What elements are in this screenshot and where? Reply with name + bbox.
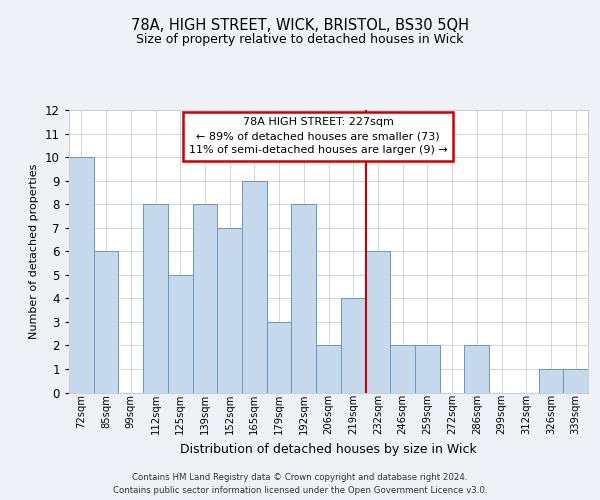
Bar (292, 204, 316, 392)
Text: Size of property relative to detached houses in Wick: Size of property relative to detached ho… (136, 32, 464, 46)
Text: 78A, HIGH STREET, WICK, BRISTOL, BS30 5QH: 78A, HIGH STREET, WICK, BRISTOL, BS30 5Q… (131, 18, 469, 32)
Bar (143, 204, 168, 392)
X-axis label: Distribution of detached houses by size in Wick: Distribution of detached houses by size … (180, 442, 477, 456)
Bar (69, 157, 94, 392)
Bar (539, 369, 563, 392)
Bar (242, 180, 267, 392)
Text: Contains HM Land Registry data © Crown copyright and database right 2024.
Contai: Contains HM Land Registry data © Crown c… (113, 474, 487, 495)
Bar (193, 204, 217, 392)
Bar (365, 252, 390, 392)
Text: 78A HIGH STREET: 227sqm
← 89% of detached houses are smaller (73)
11% of semi-de: 78A HIGH STREET: 227sqm ← 89% of detache… (189, 117, 448, 155)
Bar (390, 346, 415, 393)
Bar (217, 228, 242, 392)
Y-axis label: Number of detached properties: Number of detached properties (29, 164, 40, 339)
Bar (316, 346, 341, 393)
Bar (168, 275, 193, 392)
Bar (267, 322, 292, 392)
Bar (415, 346, 440, 393)
Bar (341, 298, 365, 392)
Bar (563, 369, 588, 392)
Bar (94, 252, 118, 392)
Bar (464, 346, 489, 393)
